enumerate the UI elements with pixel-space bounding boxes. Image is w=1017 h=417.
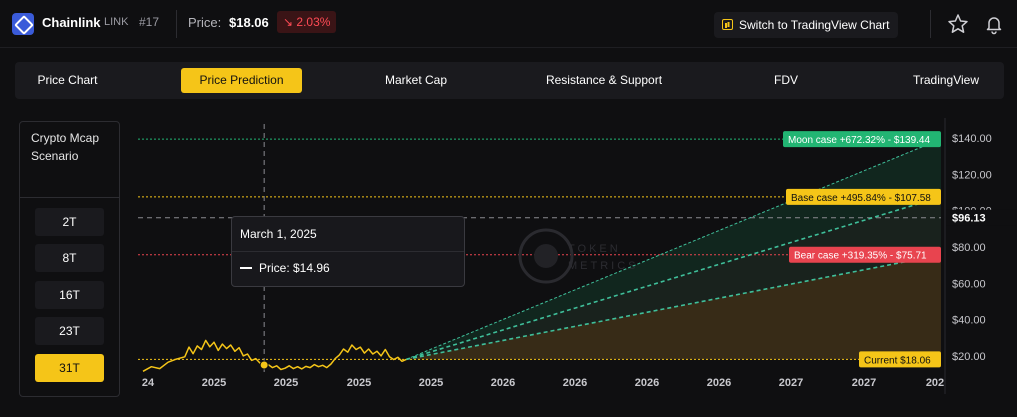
y-tick-label: $40.00 [952, 315, 986, 327]
moon-case-label-bg [783, 131, 941, 148]
mcap-31t-button[interactable]: 31T [35, 354, 104, 382]
watermark-text: METRICS [568, 260, 639, 272]
header: Chainlink LINK #17 Price: $18.06 ↘ 2.03%… [0, 0, 1017, 48]
watermark-logo-core [534, 244, 558, 268]
x-tick-label: 202 [926, 377, 944, 389]
x-tick-label: 2026 [491, 377, 515, 389]
mcap-23t-button[interactable]: 23T [35, 317, 104, 345]
watermark-logo [518, 228, 574, 284]
scenario-title: Crypto Mcap Scenario [31, 131, 100, 163]
moon-case-label: Moon case +672.32% - $139.44 [788, 135, 930, 146]
tooltip-price: Price: $14.96 [259, 261, 330, 275]
y-tick-label: $20.00 [952, 351, 986, 363]
x-tick-label: 24 [142, 377, 155, 389]
tab-price-prediction[interactable]: Price Prediction [181, 68, 302, 93]
x-tick-label: 2026 [563, 377, 587, 389]
y-tick-label: $140.00 [952, 133, 992, 145]
moon-region [406, 139, 941, 360]
chart-icon [722, 19, 733, 30]
mcap-8t-button[interactable]: 8T [35, 244, 104, 272]
price-change-badge: ↘ 2.03% [277, 11, 337, 33]
coin-ticker: LINK [104, 16, 129, 28]
price-value: $18.06 [229, 15, 269, 30]
bear-case-label: Bear case +319.35% - $75.71 [794, 251, 927, 262]
x-tick-label: 2025 [419, 377, 443, 389]
chainlink-logo [12, 13, 34, 35]
x-tick-label: 2026 [635, 377, 659, 389]
scenario-panel: Crypto Mcap Scenario 2T 8T 16T 23T 31T [19, 121, 120, 397]
moon-projection-line [406, 138, 942, 360]
x-tick-label: 2025 [202, 377, 226, 389]
price-history-line [142, 339, 407, 372]
price-label: Price: [188, 15, 222, 30]
x-tick-label: 2025 [274, 377, 298, 389]
mcap-2t-button[interactable]: 2T [35, 208, 104, 236]
crosshair-price-bg [946, 209, 1016, 226]
base-case-label-bg [786, 188, 941, 205]
bear-case-label-bg [789, 246, 941, 263]
header-divider [930, 10, 931, 38]
tab-fdv[interactable]: FDV [774, 73, 798, 87]
current-price-label-bg [859, 351, 941, 368]
x-tick-label: 2027 [852, 377, 876, 389]
chart-tooltip: March 1, 2025 Price: $14.96 [231, 216, 465, 287]
y-tick-label: $80.00 [952, 242, 986, 254]
star-icon[interactable] [947, 13, 969, 35]
crosshair-price-label: $96.13 [952, 213, 986, 225]
header-divider [176, 10, 177, 38]
x-tick-label: 2025 [347, 377, 371, 389]
y-tick-label: $60.00 [952, 278, 986, 290]
hover-point [259, 360, 269, 370]
current-price-label: Current $18.06 [864, 355, 931, 366]
coin-name: Chainlink [42, 15, 101, 30]
y-tick-label: $120.00 [952, 169, 992, 181]
bell-icon[interactable] [983, 13, 1005, 35]
tab-bar: Price Chart Price Prediction Market Cap … [15, 62, 1004, 99]
switch-tradingview-button[interactable]: Switch to TradingView Chart [714, 12, 898, 38]
x-tick-label: 2026 [707, 377, 731, 389]
tab-resistance-support[interactable]: Resistance & Support [545, 73, 663, 87]
switch-tradingview-label: Switch to TradingView Chart [739, 18, 890, 32]
divider [232, 251, 464, 252]
tab-tradingview[interactable]: TradingView [912, 73, 980, 87]
watermark-text: TOKEN [568, 243, 621, 255]
tab-price-chart[interactable]: Price Chart [37, 73, 98, 87]
tab-market-cap[interactable]: Market Cap [384, 73, 448, 87]
base-case-label: Base case +495.84% - $107.58 [791, 193, 931, 204]
divider [20, 197, 119, 198]
price-prediction-chart[interactable]: TOKENMETRICS$20.00$40.00$60.00$80.00$100… [138, 118, 1017, 394]
mcap-16t-button[interactable]: 16T [35, 281, 104, 309]
coin-rank: #17 [139, 15, 160, 29]
x-tick-label: 2027 [779, 377, 803, 389]
tooltip-date: March 1, 2025 [240, 227, 317, 241]
series-swatch [240, 267, 252, 269]
base-projection-line [405, 196, 942, 361]
